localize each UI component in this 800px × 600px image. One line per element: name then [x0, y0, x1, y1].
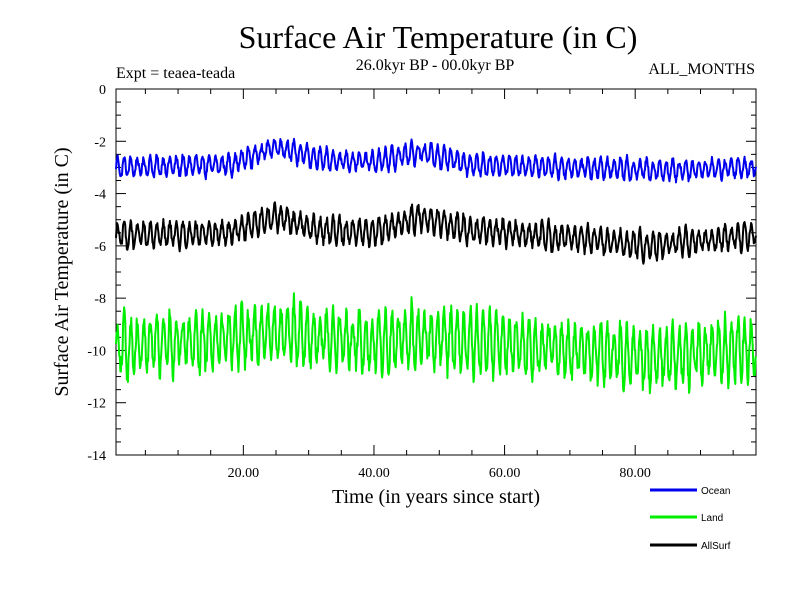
series-line-ocean [115, 137, 757, 184]
y-tick-label: -2 [94, 135, 106, 150]
chart-subtitle-left: Expt = teaea-teada [116, 65, 235, 82]
y-tick-label: -14 [87, 449, 106, 464]
y-tick-label: 0 [99, 83, 106, 98]
chart-title: Surface Air Temperature (in C) [239, 19, 638, 55]
axis-ticks: 0 -2 -4 -6 -8 -10 -12 -14 20.00 40.00 60.00 80.00 [87, 83, 756, 481]
y-tick-label: -6 [94, 240, 106, 255]
series-line-allsurf [115, 201, 757, 265]
legend-label-land: Land [701, 513, 723, 524]
chart-subtitle-right: ALL_MONTHS [648, 61, 755, 78]
y-axis-label: Surface Air Temperature (in C) [51, 147, 73, 396]
plot-frame [115, 88, 757, 456]
x-tick-label: 80.00 [619, 466, 651, 481]
series-line-land [115, 292, 757, 395]
series-lines [115, 137, 757, 395]
chart-subtitle-center: 26.0kyr BP - 00.0kyr BP [356, 57, 515, 74]
x-tick-label: 40.00 [358, 466, 390, 481]
x-axis-label: Time (in years since start) [332, 486, 540, 508]
y-tick-label: -8 [94, 292, 106, 307]
y-tick-label: -12 [87, 397, 106, 412]
legend: Ocean Land AllSurf [650, 486, 731, 552]
y-tick-label: -10 [87, 344, 106, 359]
legend-label-ocean: Ocean [701, 486, 730, 497]
legend-label-allsurf: AllSurf [701, 541, 731, 552]
x-tick-label: 60.00 [489, 466, 521, 481]
x-tick-label: 20.00 [228, 466, 260, 481]
y-tick-label: -4 [94, 188, 106, 203]
